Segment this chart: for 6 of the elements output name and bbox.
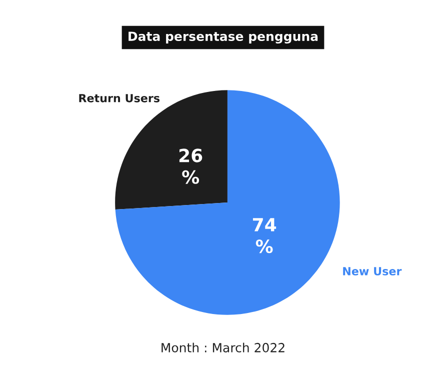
chart-title: Data persentase pengguna: [128, 32, 318, 44]
data-label: 74 %: [252, 218, 276, 254]
slice-label: Return Users: [79, 94, 160, 102]
slice-label: New User: [343, 267, 402, 276]
text: Month : March 2022: [162, 342, 284, 352]
data-label: 26 %: [179, 148, 202, 184]
